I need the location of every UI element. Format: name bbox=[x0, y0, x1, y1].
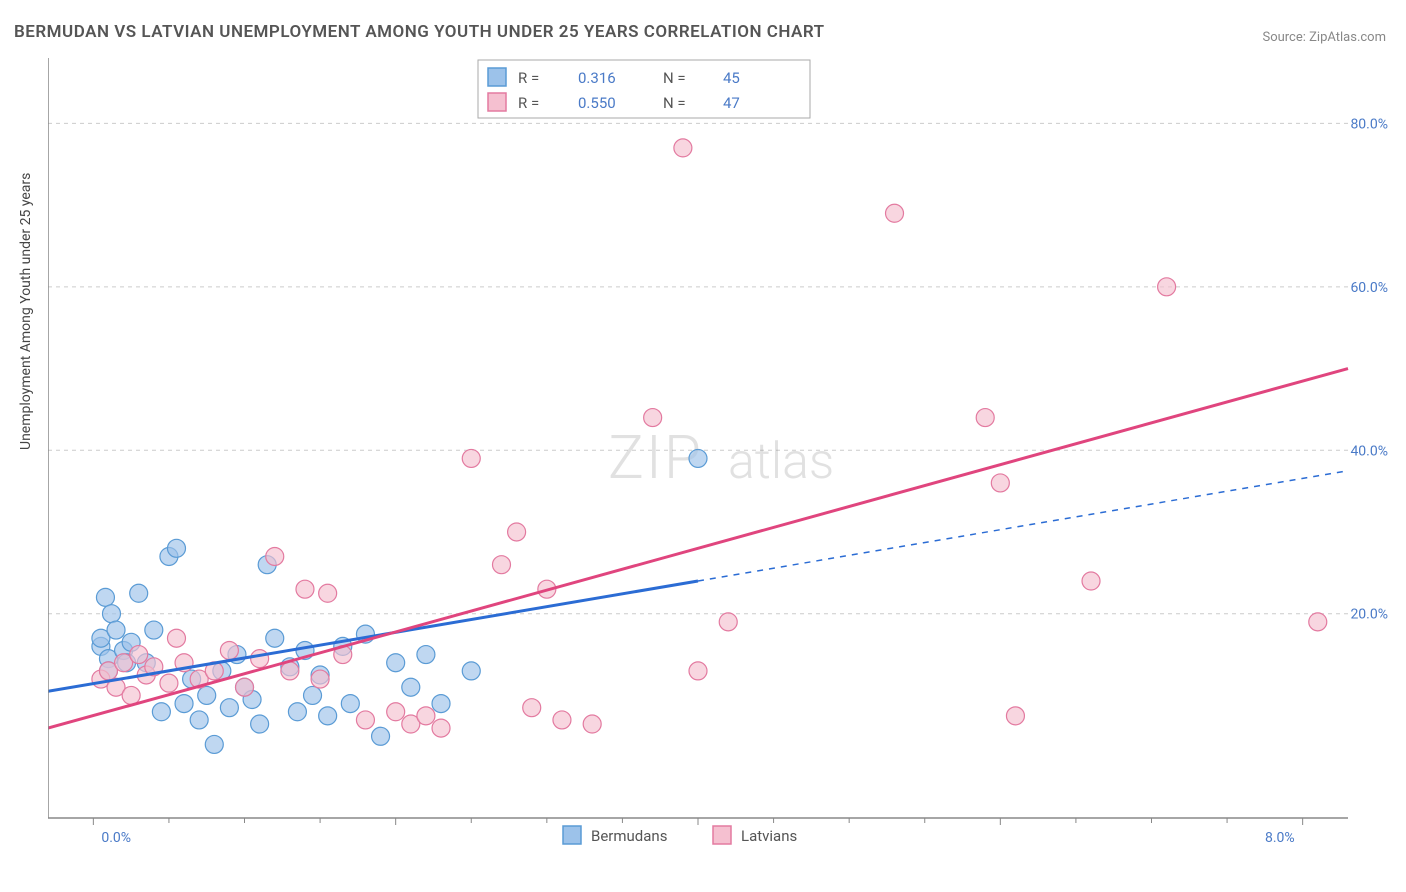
chart-container: BERMUDAN VS LATVIAN UNEMPLOYMENT AMONG Y… bbox=[0, 0, 1406, 892]
source-attribution: Source: ZipAtlas.com bbox=[1262, 30, 1386, 45]
chart-title: BERMUDAN VS LATVIAN UNEMPLOYMENT AMONG Y… bbox=[14, 22, 825, 42]
svg-text:8.0%: 8.0% bbox=[1265, 830, 1295, 846]
svg-text:45: 45 bbox=[723, 69, 740, 87]
svg-text:80.0%: 80.0% bbox=[1350, 116, 1388, 132]
svg-text:Bermudans: Bermudans bbox=[591, 827, 667, 845]
svg-text:0.0%: 0.0% bbox=[101, 830, 131, 846]
y-axis-label: Unemployment Among Youth under 25 years bbox=[18, 173, 34, 450]
svg-text:N =: N = bbox=[663, 69, 686, 87]
svg-text:47: 47 bbox=[723, 94, 740, 112]
svg-text:60.0%: 60.0% bbox=[1350, 280, 1388, 296]
svg-text:Latvians: Latvians bbox=[741, 827, 797, 845]
svg-text:R =: R = bbox=[518, 69, 539, 87]
svg-text:40.0%: 40.0% bbox=[1350, 443, 1388, 459]
svg-text:N =: N = bbox=[663, 94, 686, 112]
svg-text:0.316: 0.316 bbox=[578, 69, 616, 87]
svg-text:20.0%: 20.0% bbox=[1350, 607, 1388, 623]
svg-text:0.550: 0.550 bbox=[578, 94, 616, 112]
plot-area: 20.0%40.0%60.0%80.0%ZIPatlas0.0%8.0%R =0… bbox=[48, 58, 1392, 848]
svg-text:atlas: atlas bbox=[728, 433, 834, 491]
scatter-plot-svg: 20.0%40.0%60.0%80.0%ZIPatlas0.0%8.0%R =0… bbox=[48, 58, 1392, 848]
svg-text:R =: R = bbox=[518, 94, 539, 112]
